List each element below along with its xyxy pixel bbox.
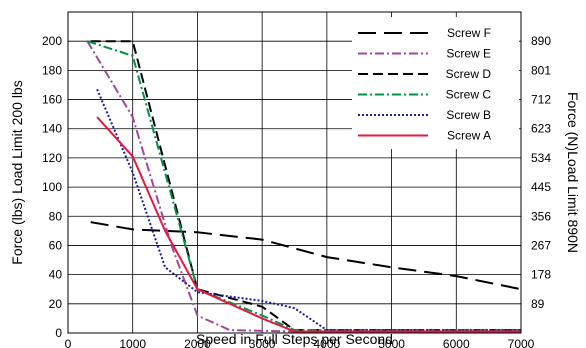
- legend: Screw F Screw E Screw D Screw C Screw B Screw…: [358, 26, 491, 143]
- x-tick-label: 6000: [443, 337, 470, 348]
- x-tick-label: 1000: [119, 337, 146, 348]
- legend-label: Screw D: [446, 67, 492, 81]
- y-tick-label: 20: [49, 297, 63, 311]
- x-tick-label: 7000: [508, 337, 535, 348]
- y-right-tick-label: 89: [531, 297, 545, 311]
- series-layer: [86, 40, 522, 333]
- y-tick-label: 160: [42, 93, 62, 107]
- y-right-tick-label: 801: [531, 63, 551, 77]
- ticks: 0 1000 2000 3000 4000 5000 6000 7000 0 20 40 60 80 10…: [42, 34, 551, 348]
- y-right-tick-label: 890: [531, 34, 551, 48]
- y-tick-label: 200: [42, 34, 62, 48]
- legend-box: [352, 17, 519, 149]
- legend-label: Screw C: [446, 88, 492, 102]
- x-axis-label: Speed in Full Steps per Second: [196, 331, 393, 347]
- x-tick-label: 5000: [378, 337, 405, 348]
- y-tick-label: 100: [42, 180, 62, 194]
- y-tick-label: 180: [42, 63, 62, 77]
- legend-label: Screw B: [446, 108, 491, 122]
- y-right-tick-label: 356: [531, 209, 551, 223]
- x-tick-label: 4000: [314, 337, 341, 348]
- y-tick-label: 140: [42, 122, 62, 136]
- series-screw-c-line: [87, 40, 521, 332]
- series-screw-a-line: [96, 116, 521, 333]
- y-tick-label: 80: [49, 209, 63, 223]
- y-right-axis-label: Force (N)Load Limit 890N: [565, 92, 581, 253]
- legend-label: Screw E: [446, 47, 491, 61]
- x-tick-label: 0: [65, 337, 72, 348]
- series-screw-f-line: [90, 221, 522, 291]
- y-tick-label: 40: [49, 268, 63, 282]
- y-axis-label: Force (lbs) Load Limit 200 lbs: [9, 80, 25, 264]
- y-tick-label: 60: [49, 238, 63, 252]
- y-right-tick-label: 445: [531, 180, 551, 194]
- x-tick-label: 2000: [184, 337, 211, 348]
- y-right-tick-label: 267: [531, 238, 551, 252]
- series-screw-b-line: [96, 88, 521, 332]
- x-tick-label: 3000: [249, 337, 276, 348]
- y-right-tick-label: 712: [531, 93, 551, 107]
- legend-label: Screw A: [447, 129, 491, 143]
- y-right-tick-label: 534: [531, 151, 551, 165]
- legend-label: Screw F: [447, 26, 491, 40]
- y-tick-label: 120: [42, 151, 62, 165]
- y-right-tick-label: 178: [531, 268, 551, 282]
- plot-frame: [67, 11, 522, 334]
- y-tick-label: 0: [55, 326, 62, 340]
- y-right-tick-label: 623: [531, 122, 551, 136]
